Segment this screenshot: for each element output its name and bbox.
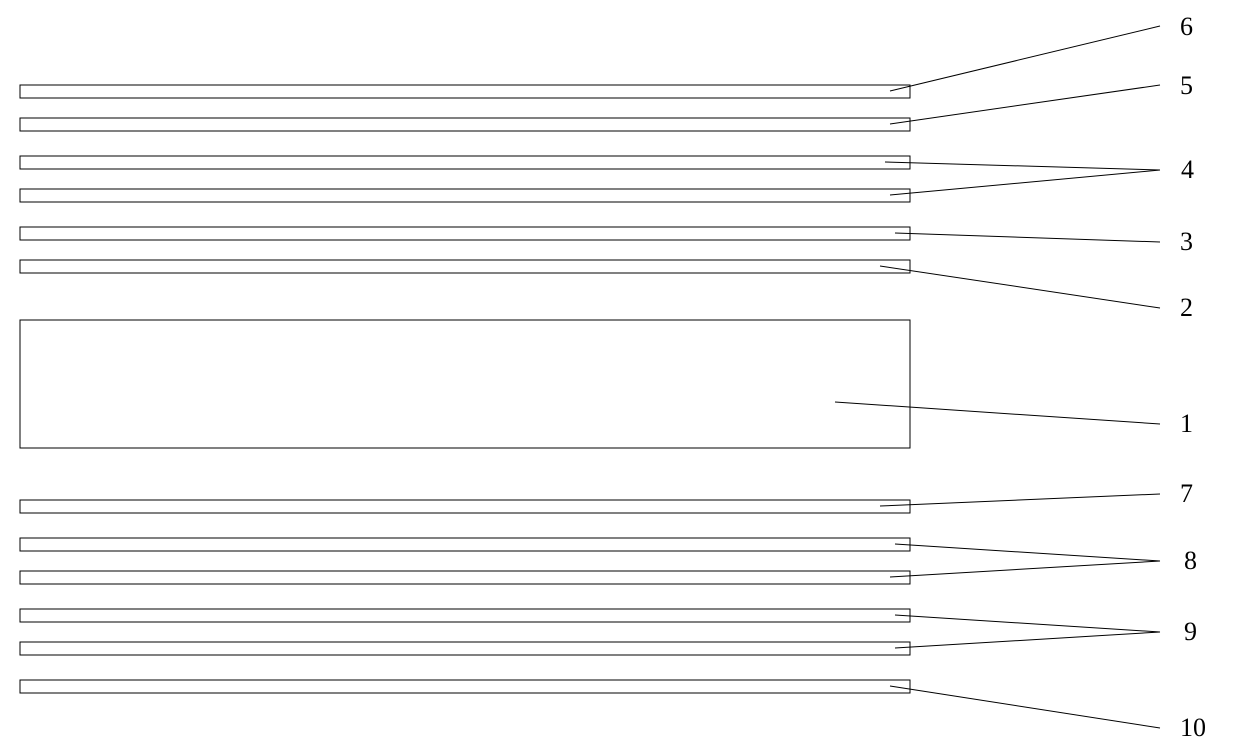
leader-5-label: 5 — [1180, 71, 1193, 100]
layer-10 — [20, 680, 910, 693]
leader-4-line — [890, 170, 1160, 195]
leader-1-label: 1 — [1180, 409, 1193, 438]
layer-diagram: 6 5 4 3 2 1 7 8 9 10 — [0, 0, 1240, 753]
layer-4b — [20, 189, 910, 202]
leader-4-label: 4 — [1181, 155, 1194, 184]
layer-5 — [20, 118, 910, 131]
leader-6-label: 6 — [1180, 12, 1193, 41]
leader-3-line — [895, 233, 1160, 242]
layer-8b — [20, 571, 910, 584]
layer-6 — [20, 85, 910, 98]
leader-8-label: 8 — [1184, 546, 1197, 575]
layer-9b — [20, 642, 910, 655]
layer-4a — [20, 156, 910, 169]
layer-9a — [20, 609, 910, 622]
leader-4-line — [885, 162, 1160, 170]
layer-2 — [20, 260, 910, 273]
leader-2-line — [880, 266, 1160, 308]
layer-8a — [20, 538, 910, 551]
leader-7-label: 7 — [1180, 479, 1193, 508]
leader-7-line — [880, 494, 1160, 506]
leader-10-label: 10 — [1180, 713, 1206, 742]
layer-3 — [20, 227, 910, 240]
leader-8-line — [895, 544, 1160, 561]
layer-7 — [20, 500, 910, 513]
leader-5-line — [890, 85, 1160, 124]
leader-9-line — [895, 615, 1160, 632]
leader-2-label: 2 — [1180, 293, 1193, 322]
leader-8-line — [890, 561, 1160, 577]
leader-9-label: 9 — [1184, 617, 1197, 646]
leader-9-line — [895, 632, 1160, 648]
leader-6-line — [890, 26, 1160, 91]
layer-1 — [20, 320, 910, 448]
leader-10-line — [890, 686, 1160, 728]
leader-3-label: 3 — [1180, 227, 1193, 256]
